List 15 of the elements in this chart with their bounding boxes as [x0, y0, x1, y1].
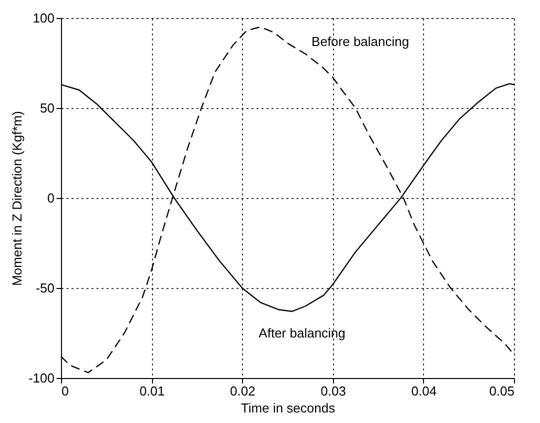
x-tick-label: 0.02	[230, 384, 256, 398]
x-tick-label: 0.01	[139, 384, 165, 398]
series-label: Before balancing	[312, 34, 410, 49]
y-tick-label: 100	[32, 10, 54, 26]
x-tick-label: 0.05	[489, 384, 514, 398]
x-axis-title: Time in seconds	[240, 400, 336, 416]
series-label: After balancing	[258, 325, 346, 340]
y-tick-label: 0	[47, 190, 54, 206]
y-tick-label: -50	[36, 280, 54, 296]
y-tick-label: 50	[40, 100, 54, 116]
x-tick-label: 0	[62, 384, 69, 398]
y-axis-title: Moment in Z Direction (Kgf*m)	[9, 111, 24, 286]
x-tick-label: 0.04	[411, 384, 437, 398]
x-tick-label: 0.03	[320, 384, 346, 398]
y-tick-label: -100	[28, 370, 54, 386]
